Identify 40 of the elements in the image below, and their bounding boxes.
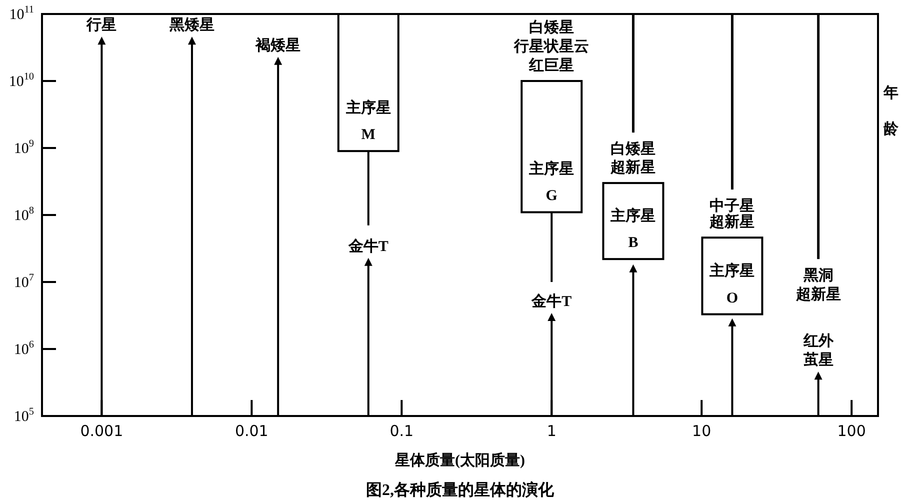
annotation: 黑洞: [802, 267, 834, 284]
y-tick-label: 10$^{6}$: [14, 340, 34, 358]
annotation: 白矮星: [529, 19, 574, 36]
annotation: 主序星: [708, 262, 755, 280]
text: 图2,各种质量的星体的演化: [366, 481, 555, 499]
annotation: 超新星: [794, 285, 841, 304]
y-tick-label: 10$^{7}$: [14, 272, 34, 291]
annotation: 行星: [86, 16, 117, 34]
annotation: 超新星: [610, 158, 656, 176]
annotation: 褐矮星: [254, 36, 301, 54]
annotation: 红外: [802, 332, 834, 350]
annotation: 主序星: [344, 98, 391, 116]
annotation: 主序星: [528, 160, 574, 178]
y-tick-label: 10$^{5}$: [14, 406, 34, 425]
annotation: 金牛T: [530, 293, 572, 310]
annotation: 金牛T: [347, 238, 388, 255]
y-tick-label: 10$^{11}$: [9, 4, 34, 23]
y-tick-label: 10$^{8}$: [14, 206, 34, 224]
x-tick-label: 0.1: [390, 422, 414, 440]
annotation: M: [361, 127, 376, 144]
x-tick-label: 100: [837, 422, 866, 440]
text: 年龄: [884, 85, 898, 138]
x-tick-label: 10: [692, 422, 712, 440]
annotation: O: [726, 290, 738, 306]
annotation: G: [546, 188, 558, 204]
x-tick-label: 1: [546, 422, 556, 440]
x-axis-title: 星体质量(太阳质量): [394, 452, 525, 469]
y-tick-label: 10$^{9}$: [14, 138, 34, 157]
y-tick-label: 10$^{10}$: [8, 72, 34, 90]
annotation: 茧星: [802, 352, 834, 369]
annotation: 行星状星云: [513, 38, 590, 55]
annotation: 中子星: [710, 198, 755, 215]
annotation: 超新星: [708, 212, 755, 231]
annotation: 红巨星: [528, 57, 574, 74]
x-tick-label: 0.01: [234, 422, 268, 440]
annotation: 黑矮星: [168, 16, 214, 34]
annotation: 主序星: [610, 206, 656, 224]
x-tick-label: 0.001: [80, 422, 124, 440]
annotation: 白矮星: [610, 140, 656, 158]
annotation: B: [628, 235, 638, 252]
